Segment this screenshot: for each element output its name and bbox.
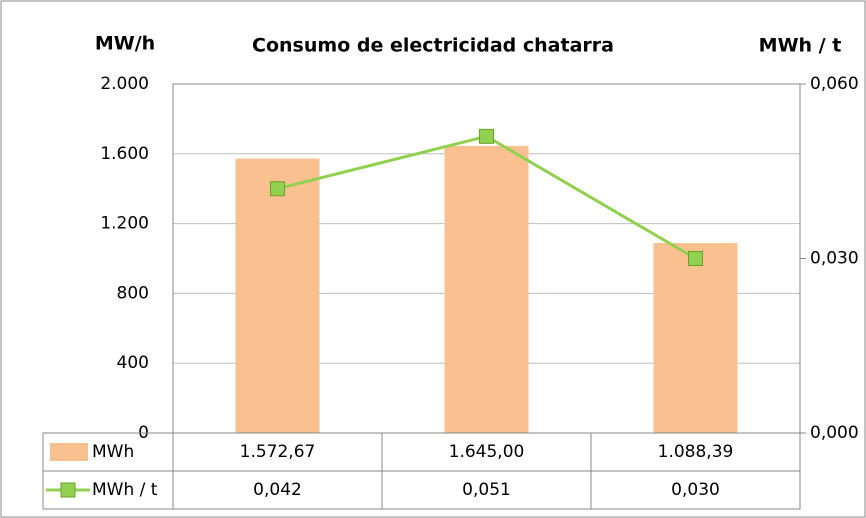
y-tick-label: 1.600 bbox=[100, 144, 149, 164]
bar bbox=[235, 158, 320, 433]
table-cell: 1.088,39 bbox=[658, 442, 734, 462]
legend-label: MWh / t bbox=[92, 480, 158, 500]
bar bbox=[444, 145, 529, 433]
table-cell: 0,030 bbox=[671, 480, 720, 500]
line-marker bbox=[688, 251, 703, 266]
table-cell: 0,051 bbox=[462, 480, 511, 500]
bar bbox=[653, 243, 738, 433]
y-tick-label: 2.000 bbox=[100, 74, 149, 94]
y-tick-label: 800 bbox=[117, 283, 149, 303]
table-cell: 0,042 bbox=[253, 480, 302, 500]
table-cell: 1.572,67 bbox=[240, 442, 316, 462]
legend-swatch bbox=[50, 443, 88, 461]
legend-label: MWh bbox=[92, 442, 134, 462]
line-marker bbox=[479, 128, 494, 144]
y2-tick-label: 0,030 bbox=[810, 249, 859, 269]
y2-tick-label: 0,060 bbox=[810, 74, 859, 94]
y2-tick-label: 0,000 bbox=[810, 423, 859, 443]
y-axis-label: MW/h bbox=[95, 33, 155, 55]
legend-swatch bbox=[60, 482, 76, 498]
table-cell: 1.645,00 bbox=[449, 442, 525, 462]
line-marker bbox=[270, 181, 285, 197]
chart-title: Consumo de electricidad chatarra bbox=[252, 35, 614, 57]
y2-axis-label: MWh / t bbox=[759, 35, 842, 57]
y-tick-label: 1.200 bbox=[100, 214, 149, 234]
y-tick-label: 400 bbox=[117, 353, 149, 373]
